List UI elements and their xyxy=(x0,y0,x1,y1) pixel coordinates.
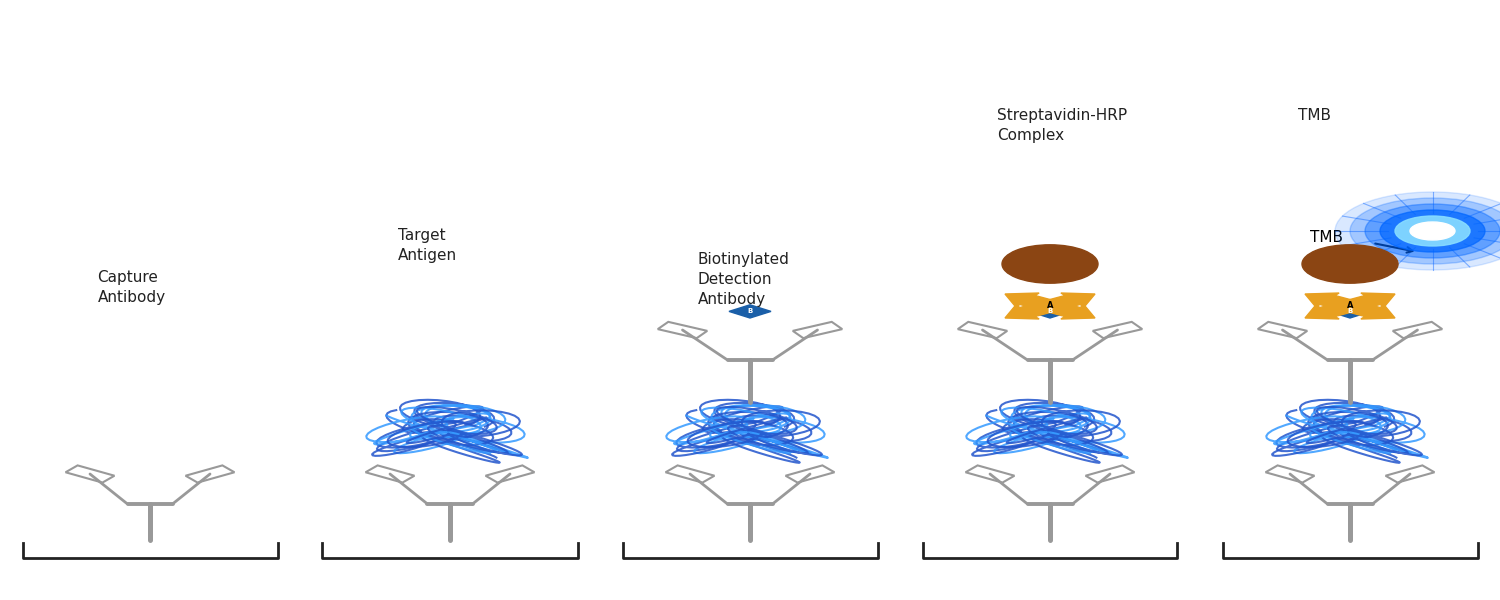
FancyBboxPatch shape xyxy=(666,466,714,482)
FancyBboxPatch shape xyxy=(66,466,114,482)
Text: A: A xyxy=(1347,301,1353,311)
FancyArrow shape xyxy=(1305,293,1358,310)
Circle shape xyxy=(1410,222,1455,240)
Text: Biotinylated
Detection
Antibody: Biotinylated Detection Antibody xyxy=(698,252,789,307)
Text: TMB: TMB xyxy=(1298,108,1330,123)
FancyBboxPatch shape xyxy=(1394,322,1441,338)
FancyBboxPatch shape xyxy=(794,322,842,338)
Circle shape xyxy=(1335,192,1500,270)
FancyArrow shape xyxy=(1342,293,1395,310)
FancyArrow shape xyxy=(1342,302,1395,319)
FancyArrow shape xyxy=(1042,302,1095,319)
Circle shape xyxy=(1002,245,1098,283)
Circle shape xyxy=(1365,204,1500,258)
FancyBboxPatch shape xyxy=(1266,466,1314,482)
FancyArrow shape xyxy=(1005,293,1058,310)
Circle shape xyxy=(1302,245,1398,283)
Text: Target
Antigen: Target Antigen xyxy=(398,228,456,263)
FancyBboxPatch shape xyxy=(1086,466,1134,482)
FancyBboxPatch shape xyxy=(658,322,706,338)
Text: A: A xyxy=(1047,301,1053,311)
FancyBboxPatch shape xyxy=(786,466,834,482)
FancyBboxPatch shape xyxy=(486,466,534,482)
Text: HRP: HRP xyxy=(1041,259,1059,268)
FancyArrow shape xyxy=(1042,293,1095,310)
Circle shape xyxy=(1380,210,1485,252)
FancyArrow shape xyxy=(1005,302,1058,319)
Polygon shape xyxy=(1329,305,1371,318)
FancyBboxPatch shape xyxy=(1386,466,1434,482)
Text: B: B xyxy=(1347,308,1353,314)
Text: Streptavidin-HRP
Complex: Streptavidin-HRP Complex xyxy=(998,108,1128,143)
Circle shape xyxy=(1350,198,1500,264)
FancyBboxPatch shape xyxy=(186,466,234,482)
Text: Capture
Antibody: Capture Antibody xyxy=(98,270,165,305)
Polygon shape xyxy=(1029,305,1071,318)
Text: HRP: HRP xyxy=(1341,259,1359,268)
Text: B: B xyxy=(747,308,753,314)
FancyArrow shape xyxy=(1305,302,1358,319)
Polygon shape xyxy=(729,305,771,318)
FancyBboxPatch shape xyxy=(966,466,1014,482)
FancyBboxPatch shape xyxy=(1094,322,1142,338)
FancyBboxPatch shape xyxy=(958,322,1006,338)
Text: TMB: TMB xyxy=(1310,229,1342,245)
FancyBboxPatch shape xyxy=(366,466,414,482)
Text: B: B xyxy=(1047,308,1053,314)
FancyBboxPatch shape xyxy=(1258,322,1306,338)
Circle shape xyxy=(1395,216,1470,246)
